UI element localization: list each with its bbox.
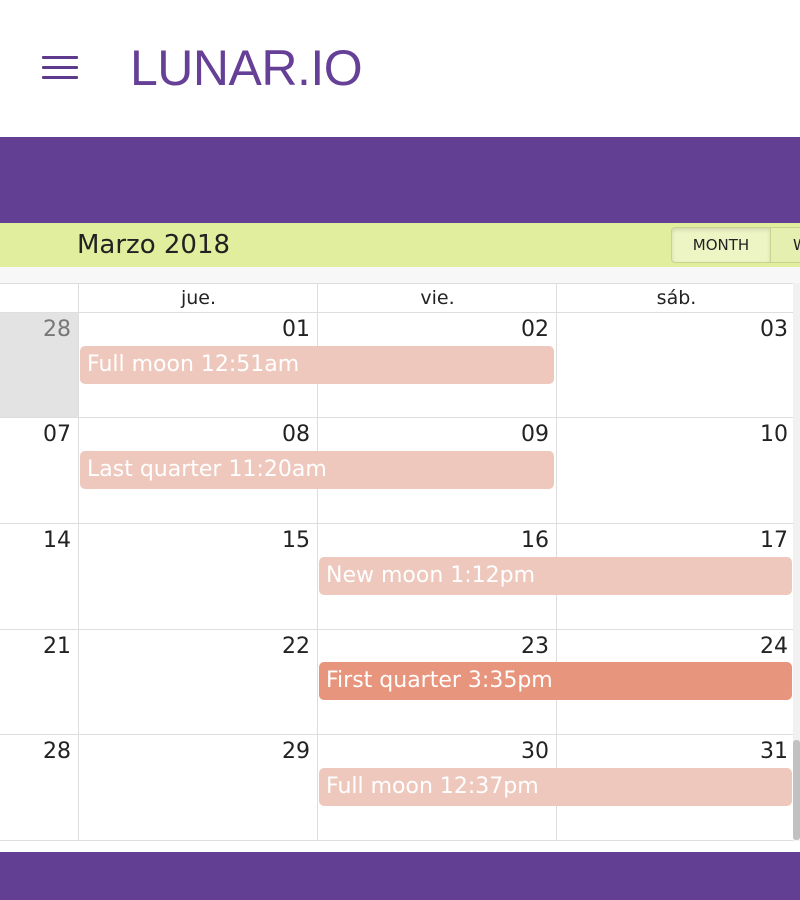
day-number: 14 — [43, 528, 71, 553]
weekday-header: jue. — [180, 287, 217, 309]
day-cell[interactable]: 07 — [0, 418, 79, 522]
day-cell[interactable]: 22 — [79, 630, 318, 734]
day-number: 28 — [43, 317, 71, 342]
day-cell[interactable]: 03 — [557, 313, 796, 417]
event-full-moon[interactable]: Full moon 12:37pm — [319, 768, 792, 806]
day-number: 08 — [282, 422, 310, 447]
day-cell[interactable]: 21 — [0, 630, 79, 734]
hamburger-icon[interactable] — [40, 54, 80, 82]
day-number: 17 — [760, 528, 788, 553]
day-number: 15 — [282, 528, 310, 553]
weekday-header: vie. — [420, 287, 455, 309]
grid-line — [0, 312, 800, 313]
day-number: 23 — [521, 634, 549, 659]
day-cell[interactable]: 28 — [0, 313, 79, 417]
grid-line — [78, 283, 79, 840]
event-last-quarter[interactable]: Last quarter 11:20am — [80, 451, 554, 489]
day-cell[interactable]: 15 — [79, 524, 318, 629]
scrollbar-track[interactable] — [793, 283, 800, 841]
day-cell[interactable]: 14 — [0, 524, 79, 629]
calendar-toolbar: Marzo 2018 MONTH W — [0, 223, 800, 267]
day-number: 09 — [521, 422, 549, 447]
event-new-moon[interactable]: New moon 1:12pm — [319, 557, 792, 595]
day-cell[interactable]: 28 — [0, 735, 79, 840]
day-number: 22 — [282, 634, 310, 659]
day-number: 07 — [43, 422, 71, 447]
grid-line — [317, 283, 318, 840]
week-view-button[interactable]: W — [771, 227, 800, 263]
month-view-button[interactable]: MONTH — [671, 227, 771, 263]
grid-line — [0, 283, 800, 284]
day-number: 10 — [760, 422, 788, 447]
day-number: 30 — [521, 739, 549, 764]
day-cell[interactable]: 10 — [557, 418, 796, 522]
day-number: 21 — [43, 634, 71, 659]
grid-line — [0, 417, 800, 418]
grid-line — [0, 734, 800, 735]
calendar-title: Marzo 2018 — [77, 230, 231, 260]
day-number: 16 — [521, 528, 549, 553]
day-number: 28 — [43, 739, 71, 764]
weekday-header: sáb. — [656, 287, 697, 309]
top-bar: LUNAR.IO — [0, 0, 800, 137]
grid-line — [0, 523, 800, 524]
month-grid: jue. vie. sáb. 28 01 02 03 07 08 09 10 1… — [0, 283, 800, 841]
day-number: 02 — [521, 317, 549, 342]
day-number: 31 — [760, 739, 788, 764]
brand-logo[interactable]: LUNAR.IO — [130, 40, 363, 96]
grid-line — [0, 840, 800, 841]
toolbar-spacer — [0, 267, 800, 283]
day-number: 24 — [760, 634, 788, 659]
day-number: 03 — [760, 317, 788, 342]
event-first-quarter[interactable]: First quarter 3:35pm — [319, 662, 792, 700]
grid-line — [0, 629, 800, 630]
footer-band — [0, 852, 800, 900]
event-full-moon[interactable]: Full moon 12:51am — [80, 346, 554, 384]
scrollbar-thumb[interactable] — [793, 740, 800, 840]
day-number: 01 — [282, 317, 310, 342]
day-number: 29 — [282, 739, 310, 764]
day-cell[interactable]: 29 — [79, 735, 318, 840]
header-band — [0, 137, 800, 223]
